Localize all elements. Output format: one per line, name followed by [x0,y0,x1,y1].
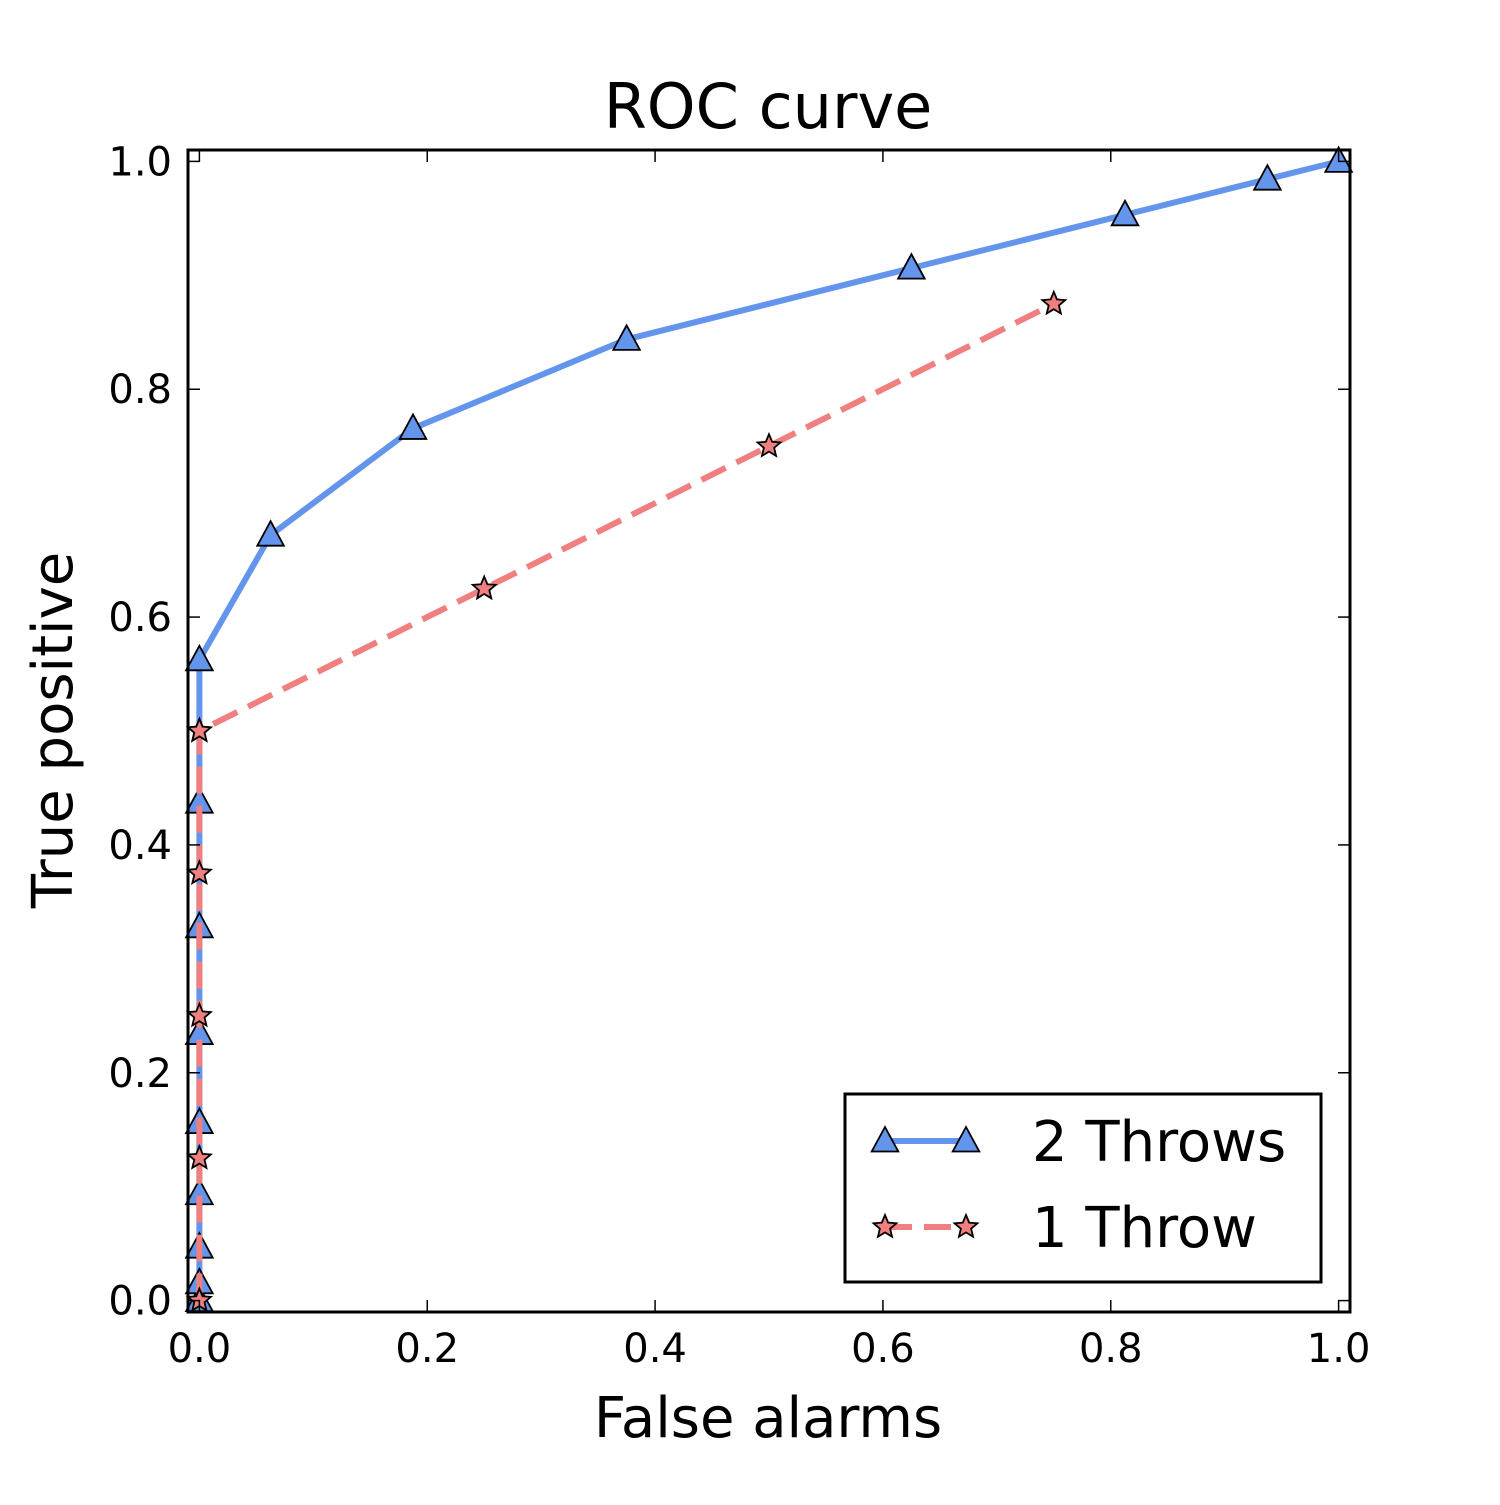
data-point-marker [1252,163,1283,191]
legend-box [843,1092,1323,1284]
data-point-marker [184,643,215,672]
data-point-marker [755,431,783,458]
data-point-marker [1040,289,1068,316]
data-point-marker [185,859,214,886]
x-tick-label: 0.2 [395,1326,459,1372]
x-axis-label: False alarms [594,1386,942,1451]
series-1-throw [185,289,1068,1313]
x-tick-label: 0.0 [168,1326,232,1372]
data-point-marker [896,252,927,280]
x-tick-label: 0.4 [623,1326,687,1372]
data-point-marker [255,519,286,547]
data-point-marker [470,574,498,601]
y-tick-label: 1.0 [108,139,172,185]
y-tick-label: 0.2 [108,1051,172,1097]
legend-sample-1-throw [871,1212,980,1239]
y-tick-label: 0.0 [108,1279,172,1325]
data-point-marker [185,1001,214,1028]
legend: 2 Throws 1 Throw [843,1092,1323,1284]
legend-sample-2-throws [870,1125,981,1153]
y-tick-label: 0.8 [108,367,172,413]
legend-label-2-throws: 2 Throws [1032,1110,1286,1175]
y-tick-label: 0.4 [108,823,172,869]
plot-layer [184,145,1354,1313]
legend-marker [871,1212,899,1239]
data-point-marker [185,716,214,743]
x-tick-label: 0.8 [1079,1326,1143,1372]
legend-marker [952,1212,980,1239]
data-point-marker [398,412,428,440]
data-point-marker [185,1143,214,1170]
legend-marker [870,1125,900,1153]
series-line [196,301,1056,1301]
chart-title: ROC curve [604,70,933,143]
plot-frame [186,148,1352,1314]
data-point-marker [611,323,642,351]
x-tick-label: 1.0 [1307,1326,1371,1372]
y-tick-label: 0.6 [108,595,172,641]
legend-marker [951,1125,981,1153]
x-tick-label: 0.6 [851,1326,915,1372]
axis-layer: 0.0 0.2 0.4 0.6 0.8 1.0 0.0 0.2 0.4 0.6 0.8 1.0 [108,139,1370,1372]
legend-label-1-throw: 1 Throw [1032,1196,1257,1261]
y-axis-label: True positive [21,552,86,909]
data-point-marker [1110,198,1140,227]
